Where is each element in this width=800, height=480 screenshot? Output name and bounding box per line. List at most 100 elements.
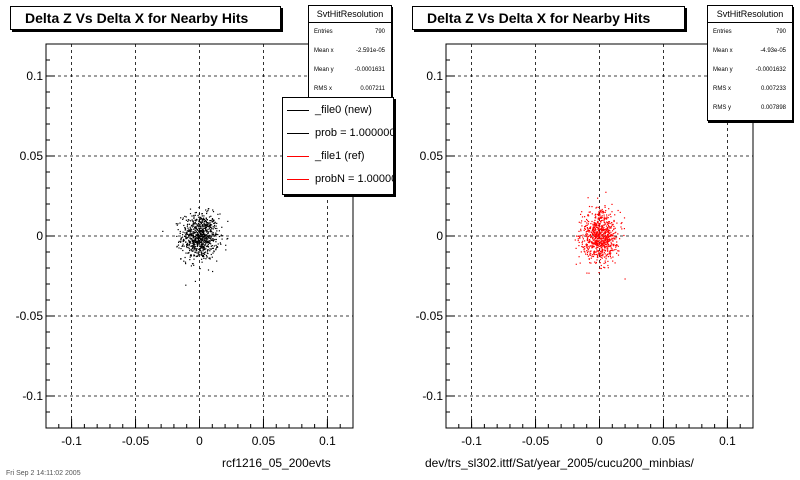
scatter-point (596, 225, 598, 227)
scatter-point (606, 227, 608, 229)
scatter-point (614, 236, 616, 238)
scatter-point (194, 246, 197, 248)
scatter-point (594, 261, 596, 263)
scatter-point (602, 255, 604, 257)
scatter-point (594, 223, 596, 225)
stats-value: -2.591e-05 (355, 48, 385, 54)
scatter-point (598, 272, 600, 274)
scatter-point (590, 237, 592, 239)
scatter-point (578, 245, 580, 247)
scatter-point (192, 232, 194, 234)
y-tick-label: -0.05 (16, 309, 44, 323)
scatter-point (599, 267, 601, 269)
scatter-point (598, 211, 600, 213)
scatter-point (214, 227, 216, 230)
scatter-point (201, 228, 203, 230)
scatter-point (214, 235, 216, 237)
scatter-point (206, 239, 208, 241)
date-stamp: Fri Sep 2 14:11:02 2005 (6, 470, 81, 477)
x-tick-label: -0.1 (461, 434, 482, 448)
scatter-point (203, 248, 205, 250)
scatter-point (615, 238, 617, 240)
scatter-point (586, 237, 589, 239)
scatter-point (587, 214, 589, 216)
scatter-point (207, 231, 209, 233)
scatter-point (598, 217, 601, 219)
scatter-point (593, 235, 595, 237)
scatter-point (208, 257, 210, 259)
scatter-point (210, 223, 212, 225)
scatter-point (185, 252, 187, 254)
scatter-point (591, 206, 593, 208)
scatter-point (189, 229, 191, 231)
scatter-point (620, 222, 622, 225)
scatter-point (598, 235, 600, 237)
scatter-point (579, 237, 581, 239)
scatter-point (598, 243, 600, 245)
scatter-point (591, 245, 593, 247)
scatter-point (603, 249, 606, 251)
scatter-point (593, 245, 595, 247)
scatter-point (212, 235, 214, 237)
scatter-point (611, 243, 613, 245)
scatter-point (595, 217, 597, 219)
left-plot-title: Delta Z Vs Delta X for Nearby Hits (10, 6, 281, 30)
scatter-point (205, 225, 207, 227)
scatter-point (193, 241, 195, 243)
scatter-point (189, 208, 192, 210)
scatter-point (185, 238, 187, 240)
scatter-point (197, 232, 199, 234)
scatter-point (601, 254, 603, 256)
scatter-point (192, 242, 194, 244)
scatter-point (603, 216, 605, 218)
scatter-point (609, 232, 611, 235)
scatter-point (586, 227, 588, 229)
scatter-point (600, 256, 602, 258)
scatter-point (206, 250, 209, 252)
scatter-point (202, 243, 204, 245)
scatter-point (198, 220, 200, 222)
scatter-point (196, 241, 198, 243)
scatter-point (619, 238, 621, 240)
scatter-point (600, 254, 602, 257)
scatter-point (191, 233, 193, 236)
scatter-point (601, 245, 603, 248)
scatter-point (202, 220, 204, 222)
scatter-point (208, 237, 211, 239)
scatter-point (592, 228, 594, 230)
scatter-point (190, 232, 192, 234)
stats-key: RMS x (314, 86, 332, 92)
scatter-point (194, 222, 196, 224)
scatter-point (614, 244, 616, 246)
scatter-point (197, 225, 199, 227)
scatter-point (612, 233, 614, 235)
scatter-point (199, 216, 201, 218)
scatter-point (602, 229, 605, 231)
scatter-point (617, 250, 619, 252)
scatter-point (589, 241, 591, 243)
scatter-point (188, 243, 191, 246)
scatter-point (196, 242, 198, 244)
scatter-point (210, 243, 212, 245)
scatter-point (608, 225, 610, 228)
scatter-point (607, 253, 609, 256)
scatter-point (608, 229, 610, 231)
scatter-point (616, 241, 618, 243)
scatter-point (193, 214, 195, 217)
scatter-point (607, 217, 609, 219)
scatter-point (598, 252, 600, 254)
stats-key: Entries (713, 29, 732, 35)
scatter-point (190, 245, 193, 247)
scatter-point (612, 260, 614, 262)
scatter-point (596, 238, 598, 240)
scatter-point (205, 222, 208, 224)
scatter-point (205, 234, 207, 236)
scatter-point (613, 228, 615, 230)
scatter-point (610, 216, 612, 218)
scatter-point (586, 245, 588, 247)
scatter-point (215, 225, 217, 227)
scatter-point (600, 240, 602, 242)
scatter-point (603, 224, 606, 226)
scatter-point (591, 241, 593, 243)
legend-swatch (287, 179, 309, 180)
